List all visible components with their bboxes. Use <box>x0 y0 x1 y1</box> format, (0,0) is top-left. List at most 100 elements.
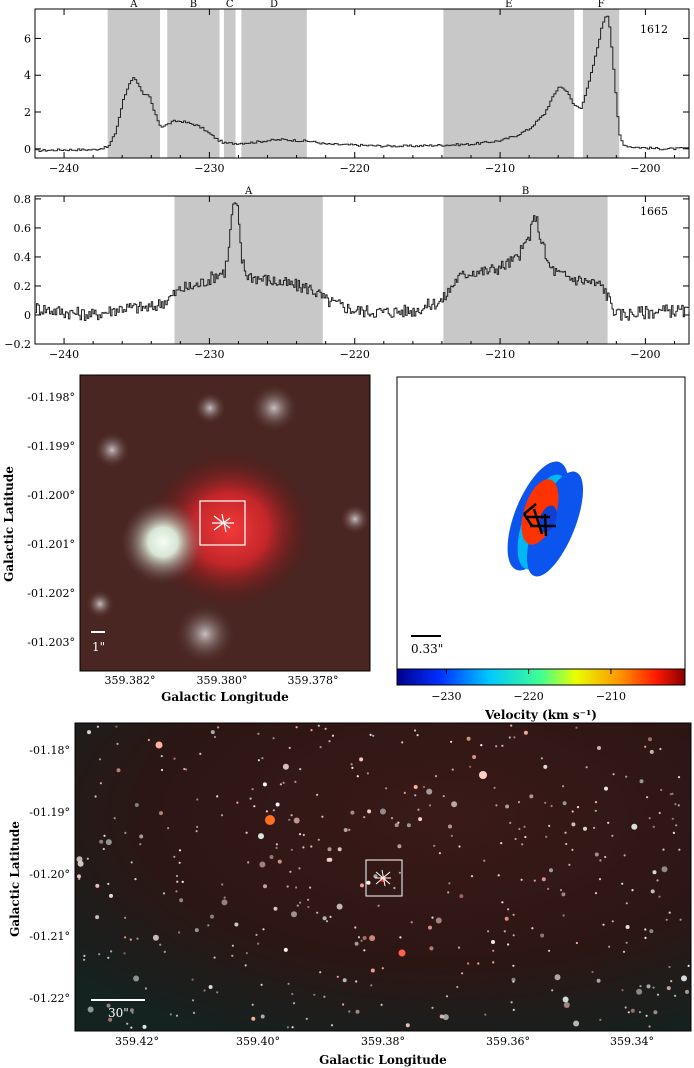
star <box>492 949 495 952</box>
region-label-B: B <box>190 0 197 10</box>
star <box>509 821 512 824</box>
wide-zoom-box <box>365 859 403 897</box>
star <box>231 954 234 957</box>
star <box>191 999 195 1002</box>
maser-scalebar-label: 0.33" <box>411 642 443 656</box>
star <box>292 1002 296 1005</box>
star <box>649 929 654 934</box>
star <box>131 1011 134 1014</box>
star <box>639 779 644 784</box>
star <box>290 814 293 817</box>
star <box>298 833 302 836</box>
star <box>302 833 305 837</box>
star <box>393 886 396 890</box>
star <box>275 846 278 849</box>
spectrum-1612-regions <box>107 9 620 158</box>
star <box>621 882 624 885</box>
star <box>511 977 516 982</box>
star <box>133 975 140 982</box>
star <box>666 986 671 991</box>
star <box>265 810 268 813</box>
star <box>223 896 226 899</box>
star <box>644 936 647 939</box>
star <box>291 911 297 918</box>
star <box>95 915 100 920</box>
star <box>397 821 400 824</box>
x-tick-label: −200 <box>630 162 660 175</box>
star <box>639 985 642 988</box>
star <box>406 823 411 828</box>
star <box>282 763 289 770</box>
star <box>648 817 651 820</box>
star <box>658 895 661 898</box>
star <box>549 868 553 873</box>
star <box>231 944 234 947</box>
star <box>669 793 672 796</box>
star <box>480 744 483 747</box>
star <box>263 884 267 889</box>
star <box>366 880 371 885</box>
star <box>495 745 498 748</box>
star <box>652 825 655 828</box>
star <box>410 921 413 924</box>
star <box>283 947 288 952</box>
star <box>159 811 163 816</box>
maser-spot-D <box>527 471 583 577</box>
star <box>529 794 534 799</box>
star <box>115 725 118 728</box>
star <box>544 801 547 804</box>
star <box>322 916 327 921</box>
star <box>397 844 402 849</box>
star <box>422 785 426 789</box>
star <box>299 768 302 771</box>
star <box>355 980 358 983</box>
star <box>94 795 97 798</box>
star <box>288 818 291 821</box>
star <box>677 776 681 779</box>
zoom-scalebar-label: 1" <box>92 640 105 654</box>
star <box>160 768 164 772</box>
star <box>261 757 264 760</box>
bright-star <box>479 771 487 779</box>
star <box>414 729 417 732</box>
star <box>413 785 418 789</box>
star <box>631 823 638 830</box>
star <box>644 928 647 931</box>
star <box>99 839 104 844</box>
spectrum-1612-axes: A B C D E F −240 −230 −220 −210 −200 0 2 4 6 <box>24 0 689 175</box>
star <box>679 918 682 921</box>
star <box>381 967 384 970</box>
star <box>594 892 598 895</box>
star <box>418 817 423 822</box>
star <box>307 905 310 909</box>
star <box>559 889 563 892</box>
star <box>290 848 293 851</box>
star <box>675 824 678 827</box>
star <box>370 984 373 987</box>
star <box>429 946 434 951</box>
bright-star <box>265 815 275 825</box>
star <box>591 970 594 974</box>
star <box>275 843 278 846</box>
star <box>139 834 144 839</box>
star <box>517 801 521 804</box>
star <box>102 847 105 851</box>
star <box>492 961 495 964</box>
zoom-image-frame <box>79 374 371 672</box>
star <box>354 941 359 946</box>
star <box>287 982 290 985</box>
y-tick-label: 0.6 <box>14 222 32 235</box>
star <box>196 825 199 828</box>
star <box>562 914 565 917</box>
star <box>491 940 495 944</box>
star <box>366 772 369 775</box>
star <box>638 1011 642 1014</box>
star <box>447 891 450 894</box>
maser-spots <box>507 461 583 577</box>
star <box>504 916 509 921</box>
star <box>337 847 342 852</box>
star <box>221 883 224 886</box>
star <box>428 804 432 807</box>
y-tick-label: 0 <box>24 309 31 322</box>
star <box>524 835 527 839</box>
